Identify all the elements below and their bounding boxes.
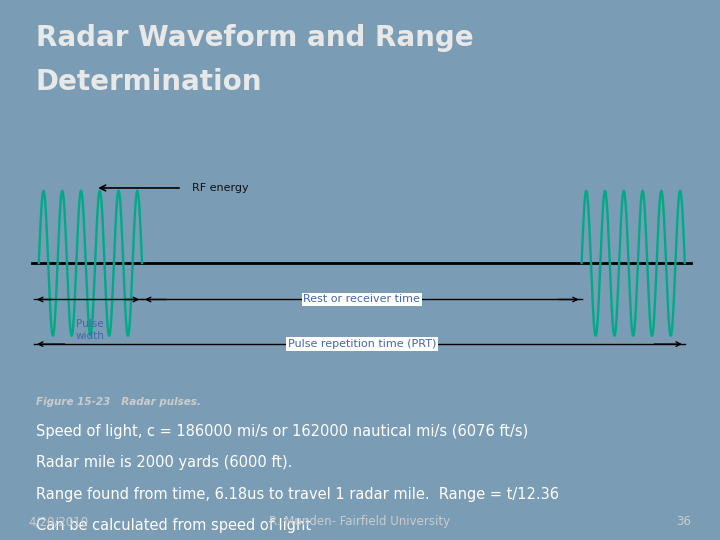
Text: Pulse repetition time (PRT): Pulse repetition time (PRT) <box>287 339 436 349</box>
Text: Radar mile is 2000 yards (6000 ft).: Radar mile is 2000 yards (6000 ft). <box>36 455 292 470</box>
Text: Rest or receiver time: Rest or receiver time <box>303 294 420 305</box>
Text: Range found from time, 6.18us to travel 1 radar mile.  Range = t/12.36: Range found from time, 6.18us to travel … <box>36 487 559 502</box>
Text: 36: 36 <box>676 515 691 528</box>
Text: Radar Waveform and Range: Radar Waveform and Range <box>36 24 474 52</box>
Text: 4/20/2010: 4/20/2010 <box>29 515 89 528</box>
Text: Determination: Determination <box>36 68 263 96</box>
Text: Speed of light, c = 186000 mi/s or 162000 nautical mi/s (6076 ft/s): Speed of light, c = 186000 mi/s or 16200… <box>36 424 528 439</box>
Text: RF energy: RF energy <box>192 183 248 193</box>
Text: R. Munden- Fairfield University: R. Munden- Fairfield University <box>269 515 451 528</box>
Text: Figure 15-23   Radar pulses.: Figure 15-23 Radar pulses. <box>36 397 201 407</box>
Text: Can be calculated from speed of light: Can be calculated from speed of light <box>36 518 311 533</box>
Text: Pulse
width: Pulse width <box>76 319 104 341</box>
